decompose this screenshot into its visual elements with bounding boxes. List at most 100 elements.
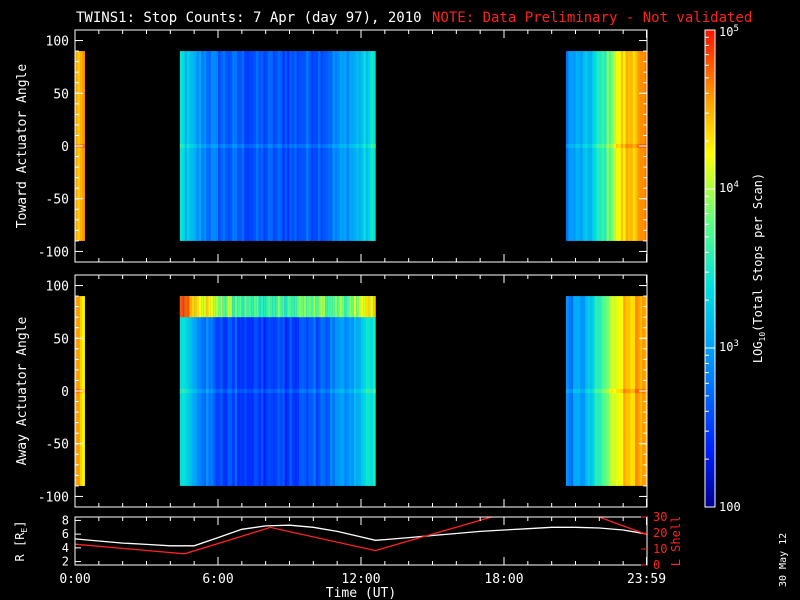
- toward-zero-stripe: [237, 143, 240, 149]
- away-high-band: [291, 296, 295, 318]
- ytick-label: -50: [46, 438, 69, 453]
- away-zero-stripe: [620, 388, 624, 394]
- away-high-band: [289, 296, 293, 318]
- toward-zero-stripe: [599, 143, 603, 149]
- away-zero-stripe: [227, 388, 231, 394]
- toward-zero-stripe: [287, 143, 290, 149]
- away-high-band: [349, 296, 352, 318]
- away-zero-stripe: [303, 388, 307, 394]
- away-high-band: [284, 296, 288, 318]
- away-zero-stripe: [246, 388, 250, 394]
- away-zero-stripe: [365, 388, 369, 394]
- away-zero-stripe: [608, 388, 612, 394]
- colorbar-tick-label: 103: [719, 339, 739, 354]
- away-high-band: [179, 296, 183, 318]
- ytick-label: 100: [46, 280, 69, 295]
- away-zero-stripe: [198, 388, 202, 394]
- away-high-band: [182, 296, 186, 318]
- toward-zero-stripe: [256, 143, 259, 149]
- toward-zero-stripe: [220, 143, 224, 149]
- toward-zero-stripe: [630, 143, 634, 149]
- toward-zero-stripe: [349, 143, 352, 149]
- away-high-band: [318, 296, 321, 318]
- toward-zero-stripe: [282, 143, 286, 149]
- colorbar-ticks: 105 104 103 100: [705, 24, 741, 514]
- away-heatmap: [75, 296, 647, 486]
- away-zero-stripe: [237, 388, 240, 394]
- toward-zero-stripe: [573, 143, 576, 149]
- away-zero-stripe: [179, 388, 183, 394]
- away-zero-stripe: [218, 388, 221, 394]
- away-zero-stripe: [225, 388, 228, 394]
- toward-yaxis: 100 50 0 -50 -100: [38, 35, 647, 260]
- orbit-ytick-left-label: 4: [62, 541, 69, 555]
- xtick-label: 6:00: [202, 572, 233, 587]
- away-zero-stripe: [351, 388, 355, 394]
- away-high-band: [339, 296, 343, 318]
- away-high-band: [256, 296, 259, 318]
- away-zero-stripe: [325, 388, 329, 394]
- toward-zero-stripe: [184, 143, 188, 149]
- away-zero-stripe: [322, 388, 326, 394]
- away-zero-stripe: [251, 388, 255, 394]
- away-high-band: [268, 296, 271, 318]
- ytick-label: -100: [38, 245, 69, 260]
- away-zero-stripe: [353, 388, 357, 394]
- toward-zero-stripe: [299, 143, 302, 149]
- away-zero-stripe: [308, 388, 312, 394]
- away-high-band: [303, 296, 307, 318]
- toward-zero-stripe: [248, 143, 252, 149]
- away-zero-stripe: [594, 388, 598, 394]
- colorbar-tick-label: 105: [719, 24, 739, 39]
- toward-zero-stripe: [351, 143, 355, 149]
- toward-zero-stripe: [365, 143, 369, 149]
- away-zero-stripe: [623, 388, 626, 394]
- radius-line: [75, 524, 647, 547]
- away-zero-stripe: [277, 388, 281, 394]
- away-zero-stripe: [611, 388, 615, 394]
- away-high-band: [356, 296, 360, 318]
- away-high-band: [258, 296, 262, 318]
- away-zero-stripe: [330, 388, 333, 394]
- away-zero-stripe: [630, 388, 634, 394]
- away-zero-stripe: [220, 388, 224, 394]
- away-high-band: [234, 296, 238, 318]
- away-high-band: [310, 296, 314, 318]
- away-high-band: [279, 296, 283, 318]
- away-zero-stripe: [356, 388, 360, 394]
- away-zero-stripe: [601, 388, 605, 394]
- away-zero-stripe: [587, 388, 591, 394]
- toward-zero-stripe: [594, 143, 598, 149]
- toward-zero-stripe: [627, 143, 631, 149]
- toward-zero-stripe: [310, 143, 314, 149]
- away-high-band: [244, 296, 247, 318]
- away-zero-stripe: [599, 388, 603, 394]
- away-zero-stripe: [604, 388, 607, 394]
- away-high-band: [306, 296, 309, 318]
- toward-zero-stripe: [196, 143, 200, 149]
- toward-zero-stripe: [291, 143, 295, 149]
- away-zero-stripe: [613, 388, 617, 394]
- away-high-band: [210, 296, 214, 318]
- toward-zero-stripe: [246, 143, 250, 149]
- away-high-band: [203, 296, 207, 318]
- away-zero-stripe: [337, 388, 340, 394]
- away-high-band: [232, 296, 236, 318]
- away-high-band: [351, 296, 355, 318]
- xtick-label: 23:59: [627, 572, 666, 587]
- away-zero-stripe: [299, 388, 302, 394]
- toward-zero-stripe: [294, 143, 298, 149]
- away-zero-stripe: [256, 388, 259, 394]
- lshell-line: [75, 517, 647, 555]
- colorbar-label: LOG10(Total Stops per Scan): [751, 173, 767, 363]
- away-high-band: [248, 296, 252, 318]
- away-zero-stripe: [616, 388, 619, 394]
- away-zero-stripe: [565, 388, 569, 394]
- away-ylabel: Away Actuator Angle: [15, 316, 30, 465]
- away-high-band: [332, 296, 336, 318]
- away-high-band: [299, 296, 302, 318]
- away-high-band: [191, 296, 195, 318]
- away-high-band: [227, 296, 231, 318]
- xtick-label: 12:00: [341, 572, 380, 587]
- toward-zero-stripe: [606, 143, 610, 149]
